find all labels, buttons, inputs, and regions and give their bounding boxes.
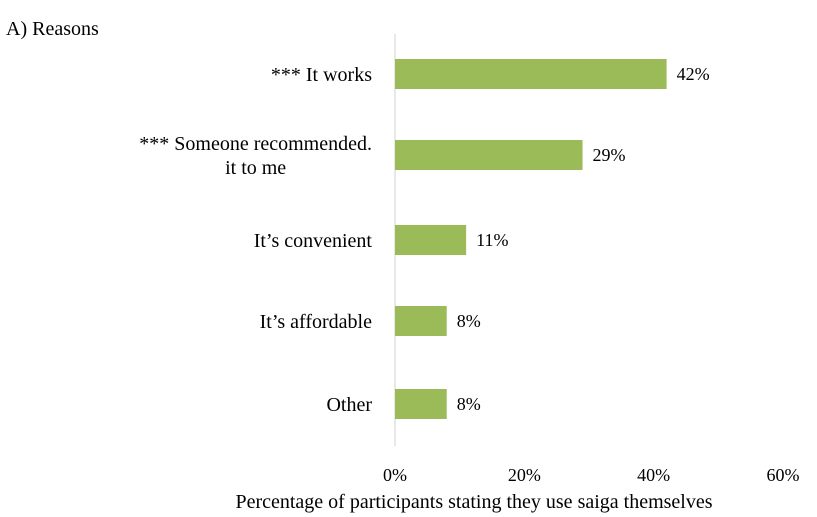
bar-0: [395, 59, 667, 89]
category-label: It’s affordable: [260, 311, 372, 333]
category-label: *** It works: [271, 64, 372, 86]
x-tick-label: 20%: [508, 465, 541, 485]
bar-value-label: 11%: [476, 230, 508, 250]
category-label: It’s convenient: [254, 230, 373, 252]
category-label: *** Someone recommended. it to me: [139, 133, 372, 179]
x-tick-label: 40%: [637, 465, 670, 485]
bar-1: [395, 140, 583, 170]
bar-value-label: 29%: [593, 145, 626, 165]
bar-3: [395, 306, 447, 336]
x-tick-label: 60%: [767, 465, 800, 485]
bar-value-label: 42%: [677, 64, 710, 84]
bars-layer: 42% *** It works 29% *** Someone recommende…: [139, 59, 710, 419]
bar-value-label: 8%: [457, 394, 481, 414]
category-label: Other: [326, 394, 372, 416]
chart-title: A) Reasons: [6, 18, 99, 40]
x-axis-label: Percentage of participants stating they …: [235, 491, 712, 513]
bar-value-label: 8%: [457, 311, 481, 331]
bar-4: [395, 389, 447, 419]
bar-2: [395, 225, 467, 255]
x-tick-label: 0%: [383, 465, 407, 485]
x-tick-labels: 0% 20% 40% 60%: [383, 465, 800, 485]
